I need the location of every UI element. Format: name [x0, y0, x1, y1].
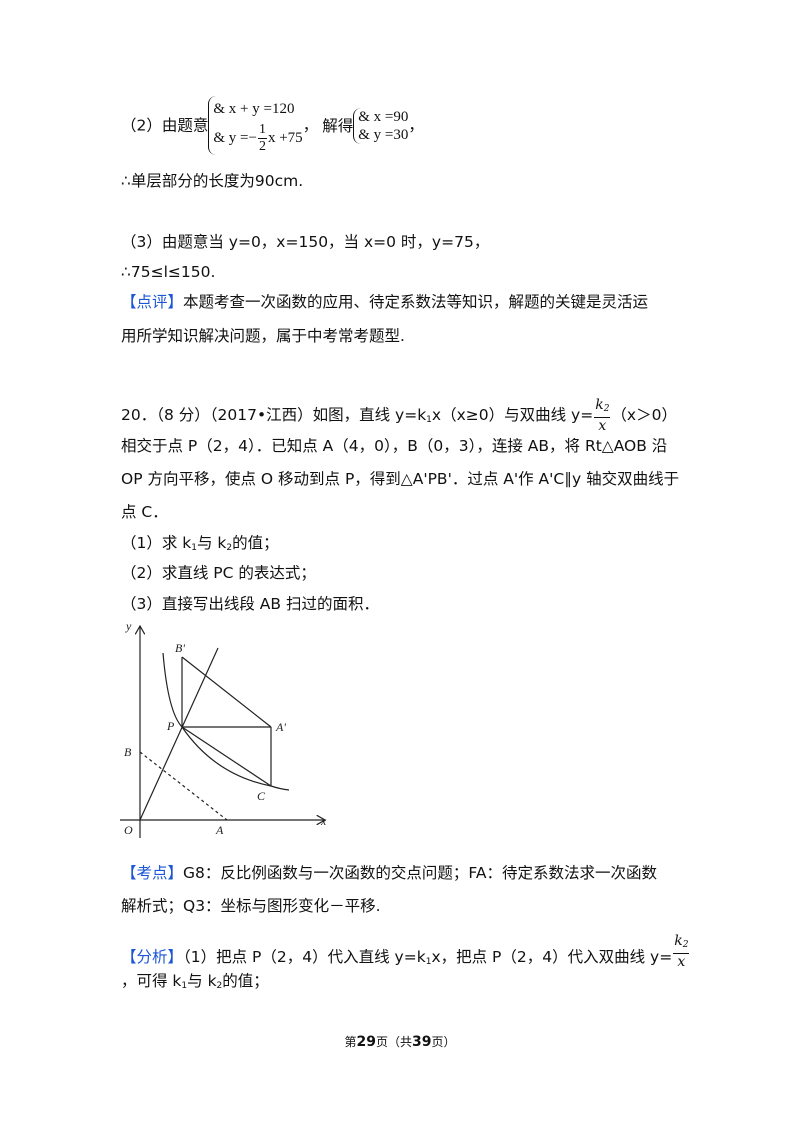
subscript: 2: [603, 404, 610, 414]
label-c: C: [257, 789, 266, 803]
frac-den: x: [677, 954, 686, 970]
fenxi-line2: ，可得 k1与 k2的值；: [121, 971, 269, 996]
kaodian-line1: 【考点】G8：反比例函数与一次函数的交点问题；FA：待定系数法求一次函数: [121, 863, 657, 883]
solve-label: 解得: [322, 116, 354, 135]
fenxi-tag: 【分析】: [121, 948, 184, 966]
q20-sub2: （2）求直线 PC 的表达式；: [121, 564, 316, 582]
subscript: 1: [181, 981, 188, 991]
text: 页）: [431, 1035, 456, 1049]
comment-line2: 用所学知识解决问题，属于中考常考题型.: [121, 327, 405, 345]
text: 第: [344, 1035, 357, 1049]
k: k: [674, 933, 683, 949]
subscript: 1: [426, 415, 432, 425]
k: k: [595, 397, 604, 413]
label-b: B: [124, 745, 132, 759]
part2-line: （2）由题意 & x + y =120 & y =− 1 2 x +75，解得 & x =9…: [121, 96, 424, 155]
solution-system: & x =90 & y =30: [353, 107, 409, 144]
frac-num: 1: [257, 122, 267, 139]
total-pages: 39: [412, 1034, 432, 1050]
q20-sub3: （3）直接写出线段 AB 扫过的面积．: [121, 595, 379, 613]
subscript: 1: [425, 957, 432, 967]
comment-line1: 【点评】本题考查一次函数的应用、待定系数法等知识，解题的关键是灵活运: [121, 292, 648, 312]
text: ，可得 k: [121, 972, 182, 990]
q20-line4: 点 C．: [121, 503, 168, 521]
equation-1: & x + y =120: [213, 101, 295, 117]
segment-pc: [181, 726, 272, 787]
q20-sub1: （1）求 k1与 k2的值；: [121, 533, 279, 558]
part2-label: （2）由题意: [121, 116, 209, 135]
q20-text-c: （x＞0）: [611, 406, 677, 424]
fenxi-line1: 【分析】（1）把点 P（2，4）代入直线 y=k1x，把点 P（2，4）代入双曲…: [121, 933, 690, 972]
q20-text-b: x（x≥0）与双曲线 y=: [431, 406, 594, 424]
comment-text: 本题考查一次函数的应用、待定系数法等知识，解题的关键是灵活运: [183, 293, 649, 311]
q20-line2: 相交于点 P（2，4）．已知点 A（4，0），B（0，3），连接 AB，将 Rt…: [121, 437, 668, 455]
segment-b-prime-a-prime: [181, 656, 272, 728]
text: x，把点 P（2，4）代入双曲线 y=: [431, 948, 673, 966]
label-b-prime: B': [175, 641, 185, 655]
conclusion-2: ∴单层部分的长度为90cm.: [121, 172, 304, 190]
line-op: [139, 647, 219, 821]
kaodian-text: G8：反比例函数与一次函数的交点问题；FA：待定系数法求一次函数: [183, 864, 657, 882]
hyperbola: [162, 652, 290, 791]
subscript: 1: [191, 543, 197, 553]
subscript: 2: [216, 981, 223, 991]
segment-ab-dashed: [139, 751, 228, 821]
frac-num: k2: [594, 397, 611, 418]
label-o: O: [124, 823, 133, 837]
frac-den: x: [598, 418, 607, 434]
text: （1）求 k: [121, 534, 192, 552]
part3-text: （3）由题意当 y=0，x=150，当 x=0 时，y=75，: [121, 233, 490, 251]
text: 的值；: [232, 534, 279, 552]
text: （1）把点 P（2，4）代入直线 y=k: [183, 948, 426, 966]
label-a: A: [215, 823, 224, 837]
subscript: 2: [226, 543, 233, 553]
solution-2: & y =30: [358, 126, 409, 143]
equation-2: & y =− 1 2 x +75: [213, 122, 302, 155]
conclusion-3: ∴75≤l≤150.: [121, 263, 216, 281]
comment-tag: 【点评】: [121, 293, 184, 311]
label-a-prime: A': [275, 720, 286, 734]
equation-system: & x + y =120 & y =− 1 2 x +75: [208, 96, 303, 155]
fraction: k2 x: [673, 933, 690, 970]
page-number: 29: [356, 1034, 376, 1050]
text: 页（共: [375, 1035, 412, 1049]
text: 与 k: [187, 972, 217, 990]
fraction: k2 x: [594, 397, 611, 434]
text: 与 k: [197, 534, 227, 552]
comma: ，: [302, 116, 319, 135]
eq2-left: & y =−: [213, 129, 257, 146]
page-footer: 第29页（共39页）: [0, 1033, 800, 1050]
subscript: 2: [682, 940, 689, 950]
frac-num: k2: [673, 933, 690, 954]
comma: ，: [408, 116, 424, 135]
q20-text-a: 20．（8 分）（2017•江西）如图，直线 y=k: [121, 406, 427, 424]
q20-line3: OP 方向平移，使点 O 移动到点 P，得到△A'PB'．过点 A'作 A'C∥…: [121, 470, 680, 488]
q20-line1: 20．（8 分）（2017•江西）如图，直线 y=k1x（x≥0）与双曲线 y=…: [121, 397, 677, 434]
label-p: P: [166, 719, 175, 733]
label-x: x: [320, 814, 327, 828]
solution-1: & x =90: [358, 108, 409, 125]
kaodian-line2: 解析式；Q3：坐标与图形变化－平移.: [121, 897, 381, 915]
frac-den: 2: [258, 139, 266, 154]
text: 的值；: [222, 972, 269, 990]
kaodian-tag: 【考点】: [121, 864, 184, 882]
label-y: y: [125, 619, 132, 633]
eq2-right: x +75: [267, 129, 303, 146]
